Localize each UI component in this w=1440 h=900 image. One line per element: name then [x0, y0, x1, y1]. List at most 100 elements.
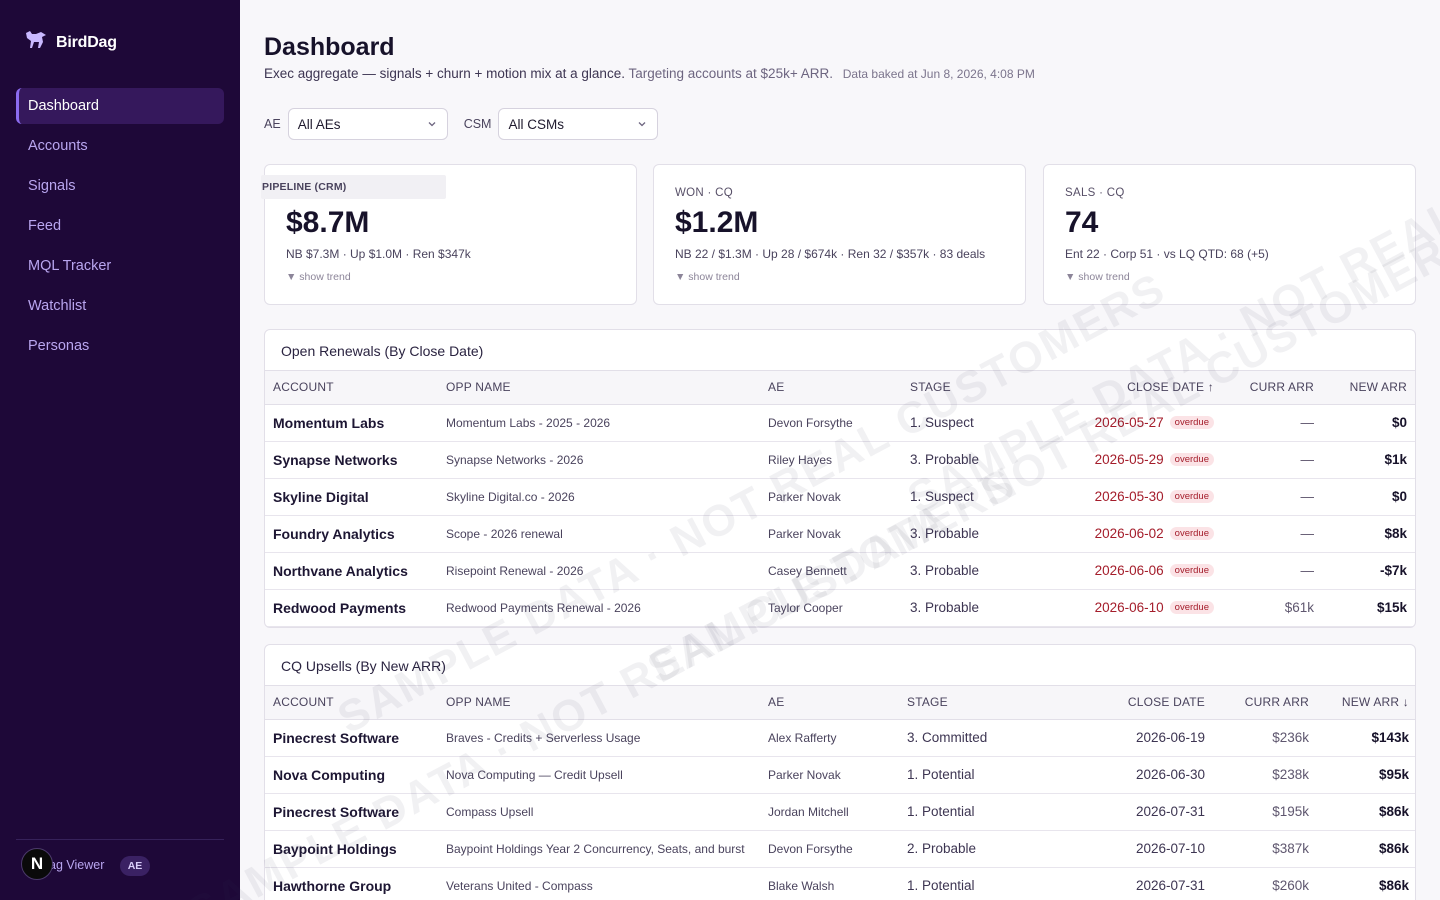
col-close-date[interactable]: CLOSE DATE: [1043, 686, 1213, 720]
col-curr-arr[interactable]: CURR ARR: [1222, 371, 1322, 405]
show-trend-toggle[interactable]: ▼ show trend: [286, 271, 351, 283]
sidebar-item-mql-tracker[interactable]: MQL Tracker: [28, 258, 112, 274]
new-arr-cell: -$7k: [1322, 552, 1415, 590]
col-ae[interactable]: AE: [760, 371, 902, 405]
sidebar-item-personas[interactable]: Personas: [28, 338, 90, 354]
kpi-value: $8.7M: [286, 206, 370, 239]
table-row[interactable]: Nova Computing Nova Computing — Credit Up…: [265, 756, 1415, 794]
close-date-value: 2026-07-31: [1135, 804, 1205, 819]
stage-cell: 1. Potential: [899, 867, 1043, 900]
opp-name-cell[interactable]: Baypoint Holdings Year 2 Concurrency, Se…: [438, 830, 760, 868]
close-date-cell: 2026-06-10 overdue: [1032, 589, 1222, 627]
new-arr-cell: $0: [1322, 404, 1415, 442]
new-arr-cell: $95k: [1317, 756, 1415, 794]
account-cell[interactable]: Northvane Analytics: [265, 552, 438, 590]
subtitle-text: Exec aggregate — signals + churn + motio…: [264, 66, 625, 81]
opp-name-cell[interactable]: Compass Upsell: [438, 793, 760, 831]
new-arr-cell: $0: [1322, 478, 1415, 516]
col-close-date[interactable]: CLOSE DATE ↑: [1032, 371, 1222, 405]
csm-filter-select[interactable]: All CSMs: [498, 108, 659, 140]
ae-filter-select[interactable]: All AEs: [287, 108, 448, 140]
show-trend-toggle[interactable]: ▼ show trend: [1065, 271, 1130, 283]
table-row[interactable]: Momentum Labs Momentum Labs - 2025 - 2026…: [265, 404, 1415, 442]
sidebar-item-feed[interactable]: Feed: [28, 218, 62, 234]
account-cell[interactable]: Skyline Digital: [265, 478, 438, 516]
show-trend-toggle[interactable]: ▼ show trend: [675, 271, 740, 283]
sidebar-item-accounts[interactable]: Accounts: [28, 138, 88, 154]
ae-cell: Parker Novak: [760, 756, 899, 794]
data-baked-timestamp: Data baked at Jun 8, 2026, 4:08 PM: [842, 67, 1035, 81]
csm-filter-value: All CSMs: [508, 116, 564, 132]
col-new-arr[interactable]: NEW ARR: [1322, 371, 1415, 405]
col-new-arr[interactable]: NEW ARR ↓: [1317, 686, 1415, 720]
account-cell[interactable]: Momentum Labs: [265, 404, 438, 442]
opp-name-cell[interactable]: Redwood Payments Renewal - 2026: [438, 589, 760, 627]
close-date-cell: 2026-06-02 overdue: [1032, 515, 1222, 553]
sidebar-item-dashboard[interactable]: Dashboard: [16, 88, 224, 124]
ae-filter-value: All AEs: [297, 116, 341, 132]
table-row[interactable]: Hawthorne Group Veterans United - Compass…: [265, 867, 1415, 900]
col-opp-name[interactable]: OPP NAME: [438, 686, 760, 720]
opp-name-cell[interactable]: Scope - 2026 renewal: [438, 515, 760, 553]
curr-arr-cell: —: [1222, 404, 1322, 442]
curr-arr-cell: —: [1222, 552, 1322, 590]
col-account[interactable]: ACCOUNT: [265, 686, 438, 720]
account-cell[interactable]: Baypoint Holdings: [265, 830, 438, 868]
chevron-down-icon: [428, 122, 436, 127]
account-cell[interactable]: Hawthorne Group: [265, 867, 438, 900]
col-ae[interactable]: AE: [760, 686, 899, 720]
close-date-value: 2026-07-31: [1135, 878, 1205, 893]
account-cell[interactable]: Redwood Payments: [265, 589, 438, 627]
table-row[interactable]: Foundry Analytics Scope - 2026 renewal Par…: [265, 515, 1415, 553]
ae-cell: Taylor Cooper: [760, 589, 902, 627]
table-row[interactable]: Baypoint Holdings Baypoint Holdings Year …: [265, 830, 1415, 868]
table-row[interactable]: Northvane Analytics Risepoint Renewal - 2…: [265, 552, 1415, 590]
opp-name-cell[interactable]: Veterans United - Compass: [438, 867, 760, 900]
filter-bar: AE All AEs CSM All CSMs: [264, 108, 674, 140]
col-opp-name[interactable]: OPP NAME: [438, 371, 760, 405]
curr-arr-cell: —: [1222, 441, 1322, 479]
account-cell[interactable]: Pinecrest Software: [265, 719, 438, 757]
table-row[interactable]: Pinecrest Software Compass Upsell Jordan M…: [265, 793, 1415, 831]
account-cell[interactable]: Pinecrest Software: [265, 793, 438, 831]
col-stage[interactable]: STAGE: [902, 371, 1032, 405]
table-row[interactable]: Synapse Networks Synapse Networks - 2026 R…: [265, 441, 1415, 479]
col-stage[interactable]: STAGE: [899, 686, 1043, 720]
kpi-label: SALS · CQ: [1065, 187, 1125, 199]
ae-filter-label: AE: [264, 117, 281, 131]
opp-name-cell[interactable]: Skyline Digital.co - 2026: [438, 478, 760, 516]
col-account[interactable]: ACCOUNT: [265, 371, 438, 405]
open-renewals-panel: Open Renewals (By Close Date) ACCOUNT OP…: [264, 329, 1416, 628]
opp-name-cell[interactable]: Momentum Labs - 2025 - 2026: [438, 404, 760, 442]
overdue-badge: overdue: [1169, 564, 1214, 577]
account-cell[interactable]: Foundry Analytics: [265, 515, 438, 553]
table-row[interactable]: Redwood Payments Redwood Payments Renewal…: [265, 589, 1415, 627]
table-row[interactable]: Skyline Digital Skyline Digital.co - 2026…: [265, 478, 1415, 516]
overdue-badge: overdue: [1169, 601, 1214, 614]
opp-name-cell[interactable]: Braves - Credits + Serverless Usage: [438, 719, 760, 757]
panel-title: Open Renewals (By Close Date): [265, 330, 1415, 371]
account-cell[interactable]: Nova Computing: [265, 756, 438, 794]
brand-name: BirdDag: [56, 33, 117, 51]
sidebar-item-signals[interactable]: Signals: [28, 178, 76, 194]
sidebar: BirdDag Dashboard Accounts Signals Feed …: [0, 0, 240, 900]
sidebar-item-watchlist[interactable]: Watchlist: [28, 298, 87, 314]
opp-name-cell[interactable]: Synapse Networks - 2026: [438, 441, 760, 479]
new-arr-cell: $86k: [1317, 867, 1415, 900]
brand[interactable]: BirdDag: [24, 30, 117, 55]
close-date-value: 2026-05-29: [1094, 452, 1164, 467]
col-curr-arr[interactable]: CURR ARR: [1213, 686, 1317, 720]
account-cell[interactable]: Synapse Networks: [265, 441, 438, 479]
overdue-badge: overdue: [1169, 490, 1214, 503]
sidebar-nav: Dashboard Accounts Signals Feed MQL Trac…: [16, 88, 224, 368]
close-date-value: 2026-06-02: [1094, 526, 1164, 541]
close-date-cell: 2026-06-30: [1043, 756, 1213, 794]
table-row[interactable]: Pinecrest Software Braves - Credits + Ser…: [265, 719, 1415, 757]
opp-name-cell[interactable]: Nova Computing — Credit Upsell: [438, 756, 760, 794]
curr-arr-cell: $236k: [1213, 719, 1317, 757]
overdue-badge: overdue: [1169, 453, 1214, 466]
avatar[interactable]: N: [21, 848, 53, 880]
ae-cell: Riley Hayes: [760, 441, 902, 479]
stage-cell: 2. Probable: [899, 830, 1043, 868]
opp-name-cell[interactable]: Risepoint Renewal - 2026: [438, 552, 760, 590]
